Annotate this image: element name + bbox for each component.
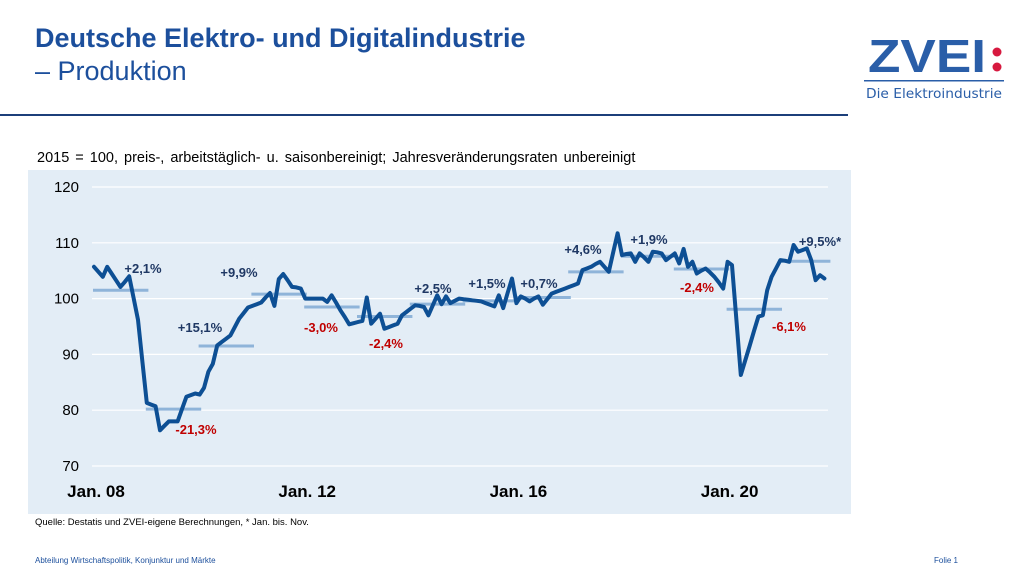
x-tick-label: Jan. 20 (701, 482, 759, 501)
footer-department: Abteilung Wirtschaftspolitik, Konjunktur… (35, 556, 216, 565)
change-label-2014: +2,5% (414, 281, 452, 296)
slide-number: Folie 1 (933, 556, 958, 565)
plot-area (28, 170, 851, 514)
y-tick-label: 70 (62, 458, 79, 475)
change-label-2008: +2,1% (124, 261, 162, 276)
title-line-2: – Produktion (35, 56, 187, 86)
y-tick-label: 100 (54, 291, 79, 308)
y-tick-label: 80 (62, 402, 79, 419)
change-label-2016: +0,7% (520, 276, 558, 291)
change-label-2011: +9,9% (220, 265, 258, 280)
zvei-logo: ZVEI Die Elektroindustrie (864, 30, 1004, 102)
page-title: Deutsche Elektro- und Digitalindustrie –… (35, 22, 526, 88)
y-tick-label: 90 (62, 346, 79, 363)
x-tick-label: Jan. 08 (67, 482, 125, 501)
change-label-2012: -3,0% (304, 320, 338, 335)
change-label-2009: -21,3% (175, 422, 217, 437)
change-label-2013: -2,4% (369, 336, 403, 351)
change-label-2010: +15,1% (178, 320, 223, 335)
title-divider (0, 114, 848, 116)
source-note: Quelle: Destatis und ZVEI-eigene Berechn… (35, 517, 309, 528)
y-tick-label: 120 (54, 179, 79, 196)
change-label-2018: +1,9% (630, 232, 668, 247)
svg-text:Die Elektroindustrie: Die Elektroindustrie (866, 87, 1002, 102)
production-index-line (92, 231, 827, 433)
y-tick-label: 110 (55, 235, 79, 252)
change-label-2021: +9,5%* (799, 234, 842, 249)
title-line-1: Deutsche Elektro- und Digitalindustrie (35, 23, 526, 53)
change-label-2019: -2,4% (680, 280, 714, 295)
change-label-2020: -6,1% (772, 319, 806, 334)
chart-subtitle: 2015 = 100, preis-, arbeitstäglich- u. s… (37, 150, 636, 166)
change-label-2015: +1,5% (468, 276, 506, 291)
svg-text:ZVEI: ZVEI (868, 30, 986, 82)
x-tick-label: Jan. 16 (490, 482, 548, 501)
change-label-2017: +4,6% (564, 242, 602, 257)
x-tick-label: Jan. 12 (278, 482, 336, 501)
